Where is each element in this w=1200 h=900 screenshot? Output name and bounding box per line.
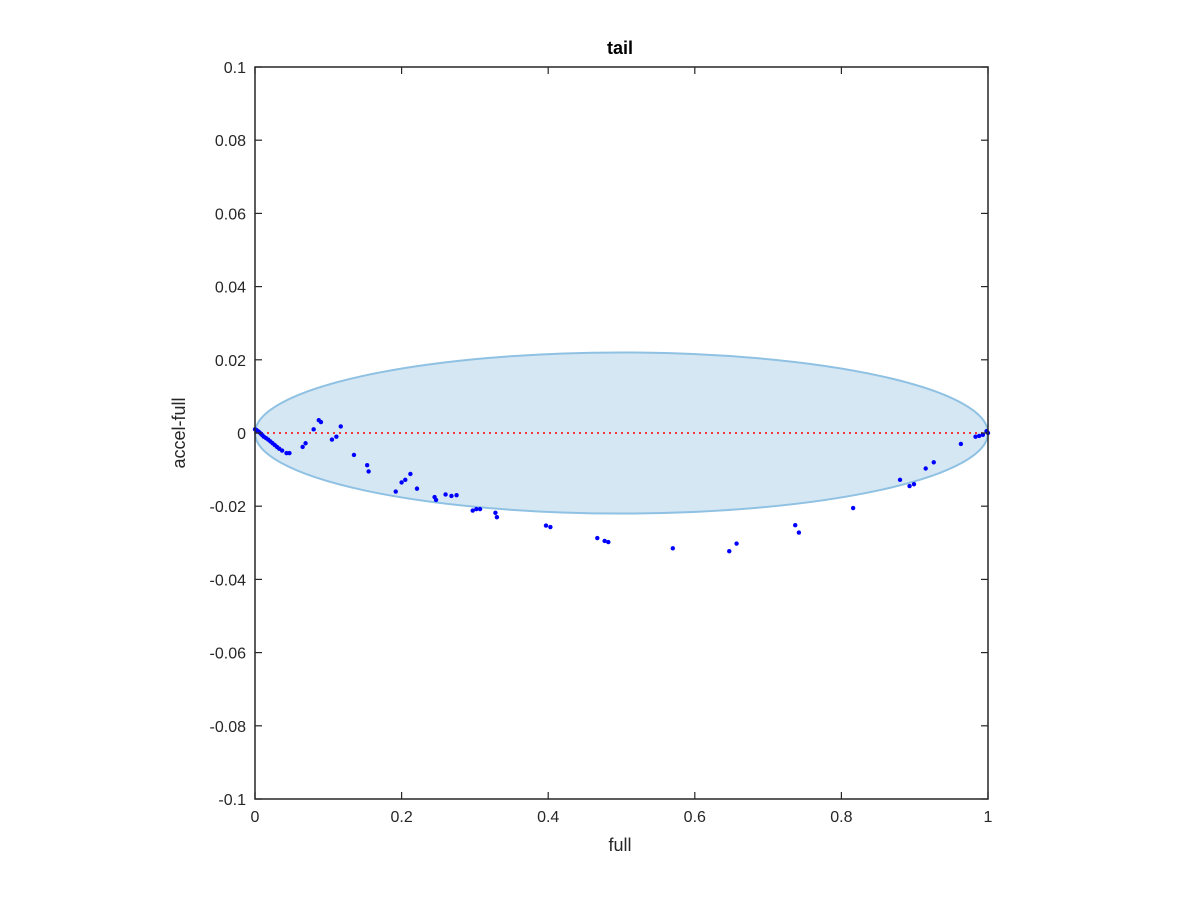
chart-title: tail <box>607 38 633 58</box>
scatter-point <box>793 523 798 528</box>
scatter-point <box>493 510 498 515</box>
scatter-point <box>980 432 986 438</box>
scatter-point <box>403 477 408 483</box>
scatter-point <box>311 427 316 432</box>
y-tick-label: -0.06 <box>210 646 247 663</box>
y-tick-label: 0.04 <box>215 280 246 297</box>
scatter-point <box>595 535 600 541</box>
scatter-point <box>606 539 611 545</box>
scatter-point <box>470 508 475 513</box>
scatter-point <box>287 450 292 456</box>
scatter-point <box>443 492 448 497</box>
scatter-point <box>796 530 802 535</box>
y-tick-label: 0.06 <box>215 206 246 223</box>
scatter-point <box>931 460 936 465</box>
scatter-point <box>329 437 335 442</box>
x-tick-label: 0.4 <box>537 809 559 826</box>
scatter-point <box>454 493 459 498</box>
scatter-point <box>366 469 371 474</box>
scatter-point <box>907 483 912 489</box>
scatter-point <box>338 424 343 429</box>
y-tick-label: 0.02 <box>215 353 246 370</box>
scatter-point <box>543 523 549 528</box>
scatter-point <box>670 546 676 551</box>
x-tick-label: 0.2 <box>390 809 412 826</box>
y-axis-label: accel-full <box>169 397 189 468</box>
y-tick-label: -0.04 <box>210 572 247 589</box>
scatter-point <box>958 441 964 447</box>
y-tick-label: 0.08 <box>215 133 246 150</box>
scatter-point <box>897 477 903 483</box>
x-tick-label: 0 <box>251 809 260 826</box>
y-tick-label: -0.08 <box>210 719 247 736</box>
scatter-point <box>318 419 324 425</box>
x-tick-label: 0.6 <box>684 809 706 826</box>
scatter-point <box>364 463 370 468</box>
scatter-point <box>911 482 917 487</box>
scatter-point <box>850 505 856 511</box>
x-axis-ticks: 0 0.2 0.4 0.6 0.8 1 <box>251 67 993 826</box>
scatter-points <box>252 417 991 554</box>
scatter-point <box>477 506 483 512</box>
scatter-point <box>727 549 732 554</box>
scatter-point <box>351 452 357 458</box>
scatter-point <box>602 538 607 544</box>
scatter-point <box>279 448 285 453</box>
scatter-point <box>923 466 928 471</box>
scatter-point <box>548 524 553 530</box>
scatter-point <box>334 434 339 439</box>
scatter-point <box>433 497 439 503</box>
x-tick-label: 1 <box>984 809 993 826</box>
scatter-point <box>474 506 479 512</box>
scatter-point <box>393 489 398 494</box>
scatter-point <box>408 471 413 477</box>
scatter-point <box>399 480 404 485</box>
scatter-point <box>303 441 308 446</box>
scatter-point <box>977 433 982 439</box>
scatter-point <box>300 444 305 450</box>
y-tick-label: 0.1 <box>224 60 246 77</box>
scatter-point <box>973 434 978 439</box>
scatter-point <box>494 514 500 520</box>
scatter-point <box>734 541 739 546</box>
x-axis-label: full <box>608 835 631 855</box>
x-tick-label: 0.8 <box>830 809 852 826</box>
y-tick-label: 0 <box>237 426 246 443</box>
scatter-point <box>449 493 454 499</box>
scatter-point <box>414 486 420 491</box>
y-tick-label: -0.02 <box>210 499 247 516</box>
y-axis-ticks: 0.1 0.08 0.06 0.04 0.02 0 -0.02 -0.04 -0.06 -0.08… <box>210 60 988 809</box>
y-tick-label: -0.1 <box>218 792 246 809</box>
